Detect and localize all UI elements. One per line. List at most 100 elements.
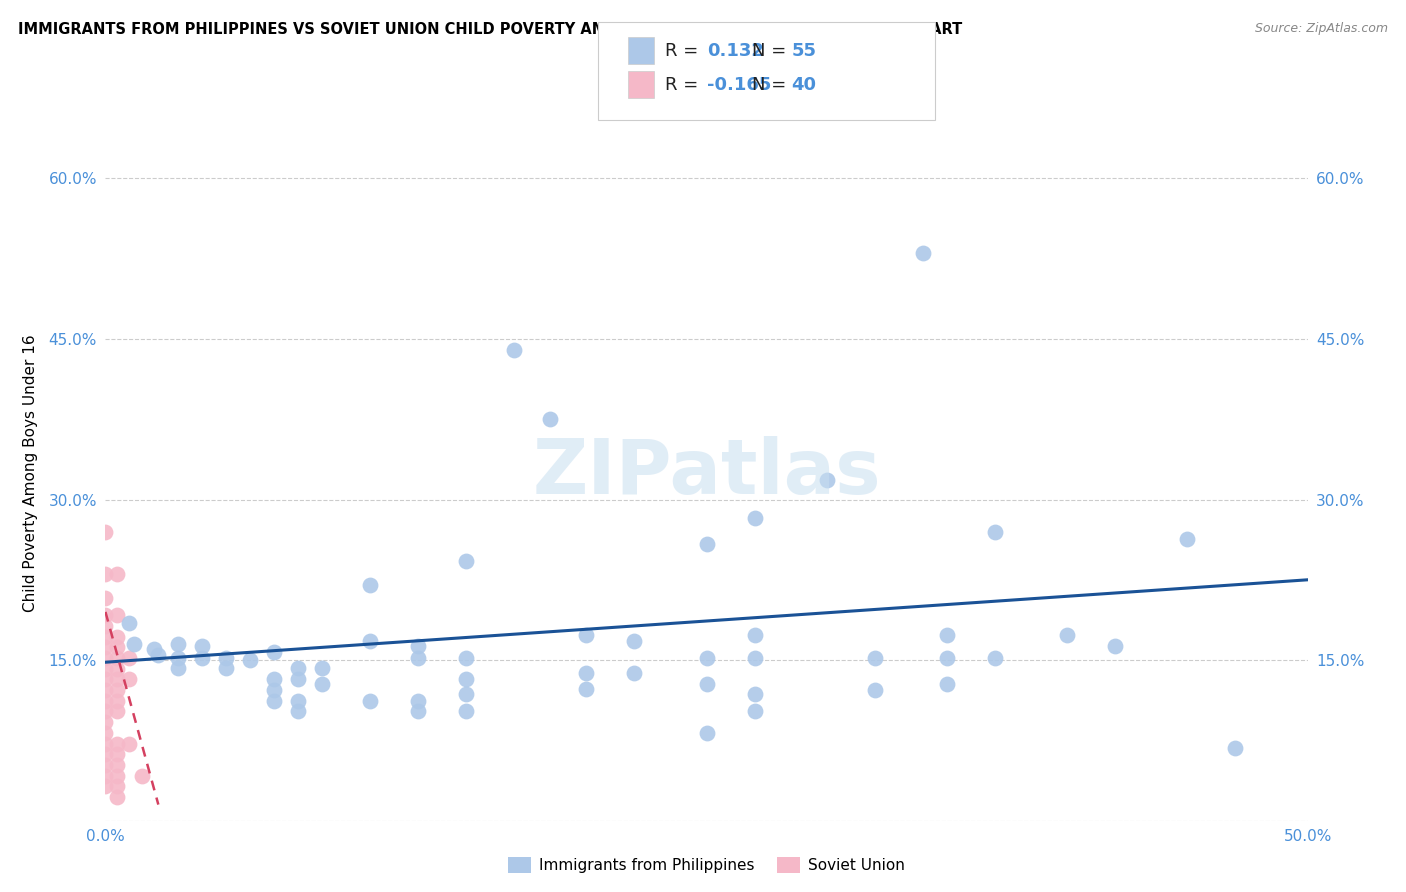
Point [107, 608, 129, 623]
Point [503, 343, 526, 357]
Text: N =: N = [752, 42, 792, 60]
Point [94, 630, 117, 644]
Point [124, 637, 146, 651]
Point [166, 660, 188, 674]
Point [575, 628, 598, 642]
Point [94, 591, 117, 605]
Point [984, 651, 1007, 665]
Point [263, 694, 285, 708]
Text: IMMIGRANTS FROM PHILIPPINES VS SOVIET UNION CHILD POVERTY AMONG BOYS UNDER 16 CO: IMMIGRANTS FROM PHILIPPINES VS SOVIET UN… [18, 22, 963, 37]
Point [406, 694, 429, 708]
Point [936, 628, 959, 642]
Y-axis label: Child Poverty Among Boys Under 16: Child Poverty Among Boys Under 16 [22, 334, 38, 612]
Legend: Immigrants from Philippines, Soviet Union: Immigrants from Philippines, Soviet Unio… [502, 851, 911, 880]
Point [214, 660, 236, 674]
Point [107, 651, 129, 665]
Point [263, 673, 285, 687]
Point [107, 790, 129, 805]
Point [454, 705, 477, 719]
Point [214, 651, 236, 665]
Point [94, 673, 117, 687]
Point [863, 683, 886, 698]
Point [287, 673, 309, 687]
Point [359, 694, 381, 708]
Point [94, 758, 117, 772]
Point [94, 705, 117, 719]
Point [863, 651, 886, 665]
Point [263, 683, 285, 698]
Point [190, 651, 212, 665]
Point [118, 737, 141, 751]
Point [311, 676, 333, 690]
Point [815, 473, 838, 487]
Point [94, 567, 117, 582]
Point [454, 673, 477, 687]
Point [94, 747, 117, 762]
Point [936, 676, 959, 690]
Text: 55: 55 [792, 42, 817, 60]
Point [1225, 740, 1247, 755]
Point [575, 665, 598, 680]
Point [107, 567, 129, 582]
Point [94, 683, 117, 698]
Text: Source: ZipAtlas.com: Source: ZipAtlas.com [1254, 22, 1388, 36]
Point [406, 639, 429, 653]
Point [118, 651, 141, 665]
Point [936, 651, 959, 665]
Point [94, 694, 117, 708]
Point [107, 662, 129, 676]
Point [94, 651, 117, 665]
Point [1056, 628, 1078, 642]
Point [94, 619, 117, 633]
Point [696, 537, 718, 551]
Point [94, 662, 117, 676]
Point [359, 633, 381, 648]
Point [107, 769, 129, 783]
Point [406, 651, 429, 665]
Point [538, 412, 561, 426]
Point [107, 640, 129, 655]
Point [623, 633, 645, 648]
Point [107, 630, 129, 644]
Text: R =: R = [665, 42, 704, 60]
Point [148, 648, 170, 662]
Point [406, 705, 429, 719]
Point [107, 758, 129, 772]
Point [744, 628, 766, 642]
Point [94, 780, 117, 794]
Point [239, 653, 262, 667]
Point [107, 747, 129, 762]
Point [744, 651, 766, 665]
Point [118, 615, 141, 630]
Point [287, 694, 309, 708]
Point [287, 660, 309, 674]
Point [454, 553, 477, 567]
Text: 40: 40 [792, 76, 817, 94]
Point [311, 660, 333, 674]
Point [94, 640, 117, 655]
Point [107, 694, 129, 708]
Point [190, 639, 212, 653]
Point [107, 673, 129, 687]
Point [1175, 532, 1198, 546]
Point [94, 608, 117, 623]
Point [287, 705, 309, 719]
Point [107, 780, 129, 794]
Point [744, 687, 766, 701]
Point [744, 705, 766, 719]
Point [575, 681, 598, 696]
Text: R =: R = [665, 76, 704, 94]
Point [696, 726, 718, 740]
Point [94, 769, 117, 783]
Point [166, 651, 188, 665]
Point [696, 676, 718, 690]
Point [94, 715, 117, 730]
Text: N =: N = [752, 76, 792, 94]
Point [454, 687, 477, 701]
Point [107, 737, 129, 751]
Point [131, 769, 153, 783]
Point [166, 637, 188, 651]
Point [94, 726, 117, 740]
Point [744, 510, 766, 524]
Point [142, 642, 165, 657]
